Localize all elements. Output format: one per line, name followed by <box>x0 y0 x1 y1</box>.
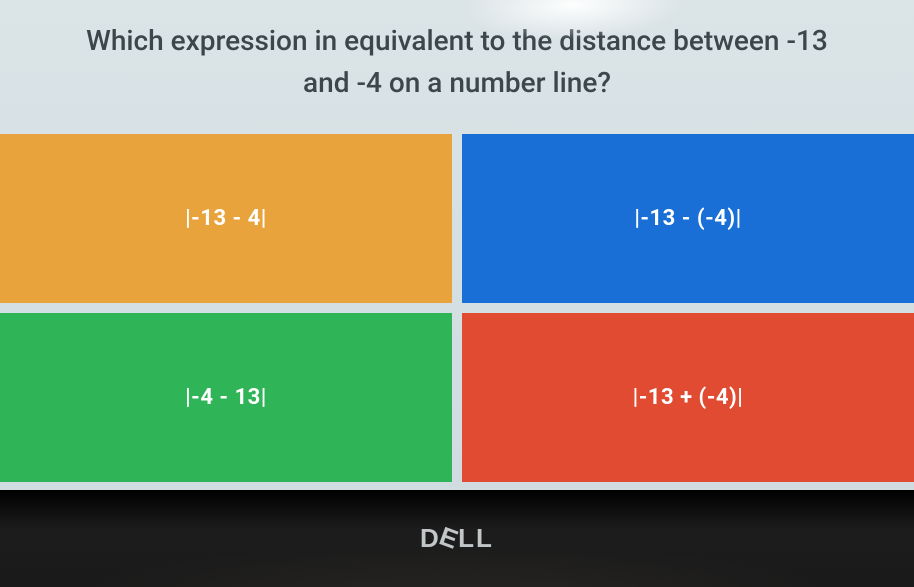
answer-label: |-4 - 13| <box>185 385 267 410</box>
answer-option-3[interactable]: |-13 + (-4)| <box>462 313 914 482</box>
answers-grid: |-13 - 4| |-13 - (-4)| |-4 - 13| |-13 + … <box>0 134 914 490</box>
answer-label: |-13 - 4| <box>185 206 267 231</box>
question-area: Which expression in equivalent to the di… <box>0 0 914 134</box>
laptop-bezel: DELL <box>0 490 914 587</box>
brand-logo: DELL <box>420 523 494 554</box>
quiz-screen: Which expression in equivalent to the di… <box>0 0 914 490</box>
answer-option-2[interactable]: |-4 - 13| <box>0 313 452 482</box>
question-text: Which expression in equivalent to the di… <box>60 20 854 104</box>
answer-option-0[interactable]: |-13 - 4| <box>0 134 452 303</box>
answer-label: |-13 + (-4)| <box>633 385 744 410</box>
answer-option-1[interactable]: |-13 - (-4)| <box>462 134 914 303</box>
answer-label: |-13 - (-4)| <box>634 206 741 231</box>
